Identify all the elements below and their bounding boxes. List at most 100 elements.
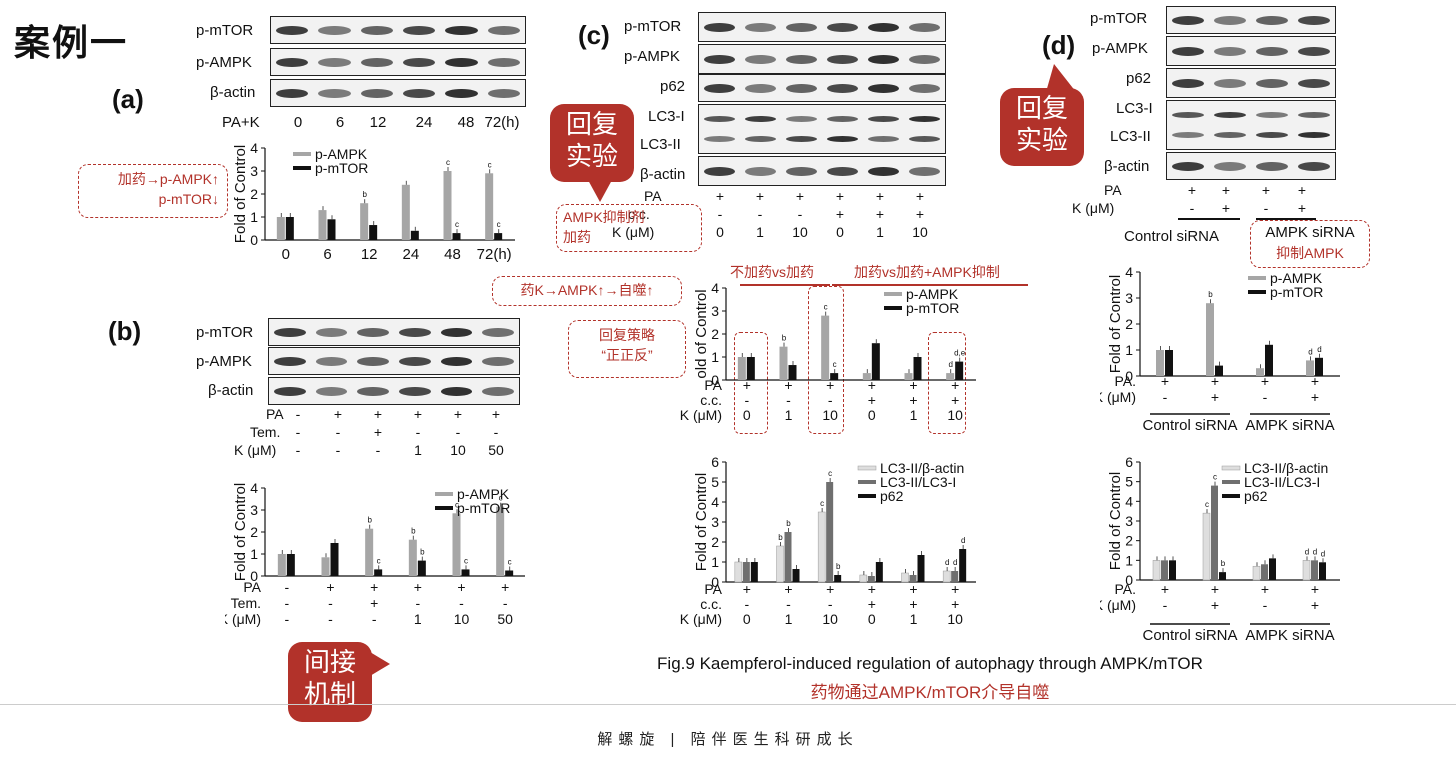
- blot-band: [1298, 16, 1330, 25]
- bar: [867, 576, 875, 582]
- bar: [1161, 560, 1168, 580]
- blot-cond-value: +: [915, 206, 925, 222]
- blot-band: [315, 357, 348, 366]
- blot-band: [482, 387, 514, 396]
- blot-band: [1256, 112, 1288, 119]
- significance-letter: b: [778, 533, 783, 542]
- panel-b-letter: (b): [108, 316, 142, 346]
- bar: [817, 511, 826, 583]
- panel-c-highlight-3: [928, 332, 966, 434]
- blot-cond-value: +: [333, 406, 343, 422]
- panel-c-bubble-line1: 回复: [565, 109, 618, 139]
- blot-band: [1214, 162, 1246, 171]
- cond-value: +: [1311, 389, 1319, 405]
- blot-band: [826, 84, 859, 93]
- legend-label: p-AMPK: [1270, 270, 1323, 286]
- blot-cond-value: -: [1189, 200, 1195, 216]
- panel-c-blot-lc3: [698, 104, 946, 154]
- blot-band: [1298, 162, 1330, 171]
- cond-value: -: [328, 595, 333, 611]
- panel-d-blot-label-lc3i: LC3-I: [1116, 100, 1153, 117]
- y-tick-label: 3: [1125, 290, 1133, 306]
- cond-value: -: [372, 611, 377, 627]
- panel-d-blot-group-line-1: [1178, 218, 1240, 220]
- panel-c-highlight-2: [808, 286, 844, 434]
- legend-swatch: [884, 292, 902, 296]
- bar: [734, 561, 743, 583]
- panel-a-blot-bactin: [270, 79, 526, 107]
- y-tick-label: 1: [250, 546, 258, 562]
- y-tick-label: 0: [250, 568, 258, 584]
- panel-a-blot-pmtor: [270, 16, 526, 44]
- bar: [1215, 365, 1223, 376]
- panel-c-bubble-line2: 实验: [565, 141, 618, 171]
- blot-cond-value: +: [915, 188, 925, 204]
- bar: [904, 373, 913, 380]
- blot-band: [867, 167, 900, 176]
- cond-value: +: [743, 377, 751, 393]
- bar: [1302, 560, 1311, 581]
- bar: [951, 571, 959, 582]
- bar: [1206, 303, 1214, 376]
- blot-cond-value: -: [757, 206, 763, 222]
- blot-band: [1172, 112, 1204, 119]
- significance-letter: c: [1213, 473, 1217, 482]
- cond-value: -: [284, 579, 289, 595]
- legend-swatch: [293, 166, 311, 170]
- footer-divider: [0, 704, 1456, 705]
- bar: [374, 569, 383, 576]
- significance-letter: b: [362, 190, 367, 199]
- panel-c-bubble-pointer: [588, 180, 612, 202]
- panel-d-blot-bactin: [1166, 152, 1336, 180]
- blot-band: [785, 84, 818, 93]
- y-tick-label: 1: [711, 349, 719, 365]
- blot-cond-value: +: [875, 206, 885, 222]
- significance-letter: c: [446, 158, 450, 167]
- bar: [959, 549, 967, 582]
- significance-letter: c: [828, 469, 832, 478]
- cond-value: -: [1263, 597, 1268, 613]
- significance-letter: c: [455, 500, 459, 509]
- cond-value: +: [909, 377, 917, 393]
- cond-value: 0: [868, 407, 876, 423]
- bar: [779, 346, 788, 380]
- blot-band: [785, 23, 818, 32]
- bar: [784, 532, 792, 582]
- panel-c-blot-label-p62: p62: [660, 78, 686, 95]
- legend-label: p62: [1244, 488, 1268, 504]
- cond-value: -: [744, 392, 749, 408]
- blot-band: [440, 357, 473, 366]
- blot-cond-value: +: [875, 188, 885, 204]
- bar: [862, 373, 871, 380]
- bar: [286, 554, 295, 576]
- significance-letter: b: [1208, 290, 1213, 299]
- panel-d-letter: (d): [1042, 30, 1076, 60]
- y-tick-label: 2: [711, 534, 719, 550]
- blot-band: [440, 328, 473, 337]
- blot-cond-value: -: [295, 424, 301, 440]
- blot-cond-label: Tem.: [250, 424, 281, 440]
- blot-cond-value: +: [1261, 182, 1271, 198]
- y-axis-label: Fold of Control: [232, 145, 249, 243]
- cond-value: 50: [497, 611, 513, 627]
- panel-d-blot-label-pampk: p-AMPK: [1092, 40, 1148, 57]
- bar: [321, 557, 330, 576]
- bar: [871, 343, 880, 380]
- bar: [901, 572, 909, 583]
- bar: [1219, 572, 1226, 580]
- y-tick-label: 4: [1125, 264, 1133, 280]
- bar: [859, 574, 868, 583]
- bar: [1169, 560, 1176, 580]
- cond-value: +: [951, 377, 959, 393]
- cond-value: +: [1261, 581, 1269, 597]
- legend-label: p-mTOR: [457, 500, 510, 516]
- blot-cond-value: -: [1263, 200, 1269, 216]
- figure-caption-en: Fig.9 Kaempferol-induced regulation of a…: [657, 654, 1203, 673]
- mechanism-bubble: 间接 机制: [288, 642, 372, 722]
- significance-letter: c: [499, 494, 503, 503]
- blot-band: [703, 23, 736, 32]
- cond-value: +: [1161, 373, 1169, 389]
- bar: [913, 357, 922, 380]
